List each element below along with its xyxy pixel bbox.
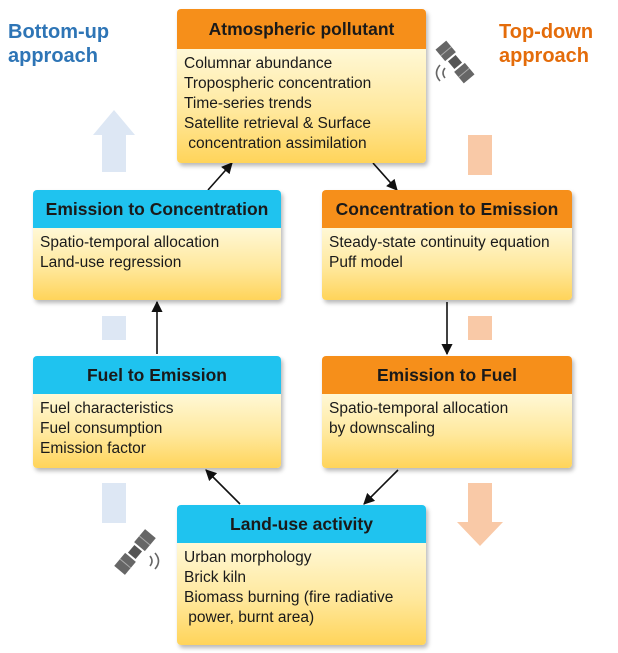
bottom-up-background-arrow: [93, 110, 135, 523]
box-line: Tropospheric concentration: [184, 75, 372, 92]
box-line: Columnar abundance: [184, 55, 333, 72]
satellite-icon: [435, 40, 475, 84]
box-body: Spatio-temporal allocation Land-use regr…: [33, 228, 281, 300]
arrow-atmospheric-to-c2e: [372, 162, 398, 191]
box-line: Spatio-temporal allocation: [329, 400, 509, 417]
box-line: Puff model: [329, 254, 403, 271]
box-body: Urban morphology Brick kiln Biomass burn…: [177, 543, 426, 645]
box-line: Brick kiln: [184, 569, 247, 586]
box-body: Spatio-temporal allocation by downscalin…: [322, 394, 572, 468]
box-title: Atmospheric pollutant: [177, 9, 426, 49]
box-title: Emission to Concentration: [33, 190, 281, 228]
box-body: Steady-state continuity equation Puff mo…: [322, 228, 572, 300]
box-line: Land-use regression: [40, 254, 182, 271]
box-line: Steady-state continuity equation: [329, 234, 550, 251]
land-use-activity-box: Land-use activity Urban morphology Brick…: [177, 505, 426, 645]
box-title: Concentration to Emission: [322, 190, 572, 228]
arrow-e2f-to-land: [363, 469, 399, 505]
box-title: Fuel to Emission: [33, 356, 281, 394]
box-line: by downscaling: [329, 420, 435, 437]
top-down-title-line1: Top-down: [499, 21, 594, 43]
arrow-land-to-f2e: [205, 469, 241, 505]
concentration-to-emission-box: Concentration to Emission Steady-state c…: [322, 190, 572, 300]
fuel-to-emission-box: Fuel to Emission Fuel characteristics Fu…: [33, 356, 281, 468]
signal-waves-icon: [435, 64, 446, 82]
box-line: Fuel consumption: [40, 420, 163, 437]
box-body: Fuel characteristics Fuel consumption Em…: [33, 394, 281, 468]
box-title: Land-use activity: [177, 505, 426, 543]
bottom-up-title-line2: approach: [8, 45, 99, 67]
box-body: Columnar abundance Tropospheric concentr…: [177, 49, 426, 163]
box-title: Emission to Fuel: [322, 356, 572, 394]
box-line: Spatio-temporal allocation: [40, 234, 220, 251]
box-line: concentration assimilation: [184, 135, 367, 152]
signal-waves-icon: [149, 552, 160, 570]
box-line: Urban morphology: [184, 549, 312, 566]
box-line: Satellite retrieval & Surface: [184, 115, 371, 132]
box-line: Biomass burning (fire radiative: [184, 589, 394, 606]
box-line: Fuel characteristics: [40, 400, 174, 417]
emission-to-concentration-box: Emission to Concentration Spatio-tempora…: [33, 190, 281, 300]
top-down-title-line2: approach: [499, 45, 590, 67]
top-down-approach-title: Top-down approach: [499, 20, 593, 68]
box-line: power, burnt area): [184, 609, 315, 626]
emission-to-fuel-box: Emission to Fuel Spatio-temporal allocat…: [322, 356, 572, 468]
bottom-up-approach-title: Bottom-up approach: [8, 20, 109, 68]
box-line: Emission factor: [40, 440, 146, 457]
atmospheric-pollutant-box: Atmospheric pollutant Columnar abundance…: [177, 9, 426, 163]
satellite-icon: [114, 529, 156, 575]
bottom-up-title-line1: Bottom-up: [8, 21, 110, 43]
arrow-e2c-to-atmospheric: [207, 162, 233, 191]
box-line: Time-series trends: [184, 95, 312, 112]
top-down-background-arrow: [457, 135, 503, 546]
